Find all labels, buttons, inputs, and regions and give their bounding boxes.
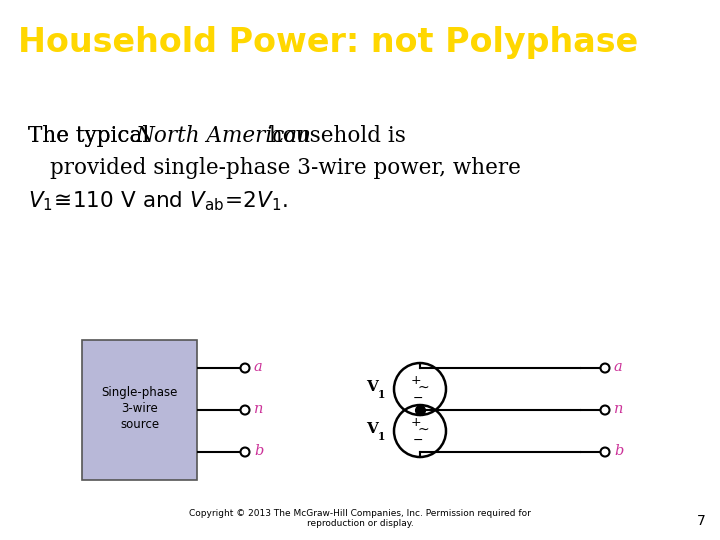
Text: −: − [413,392,423,404]
Text: b: b [254,444,264,458]
Text: North American: North American [135,125,311,147]
Text: n: n [614,402,624,416]
Text: V: V [366,380,378,394]
Text: 3-wire: 3-wire [121,402,158,415]
Text: The typical: The typical [28,125,156,147]
Text: 7: 7 [697,514,706,528]
Text: source: source [120,417,159,430]
Text: Copyright © 2013 The McGraw-Hill Companies, Inc. Permission required for
reprodu: Copyright © 2013 The McGraw-Hill Compani… [189,509,531,528]
Text: b: b [614,444,624,458]
Text: 1: 1 [378,430,385,442]
Text: Single-phase: Single-phase [102,386,178,399]
Text: Household Power: not Polyphase: Household Power: not Polyphase [18,26,638,59]
Text: household is: household is [262,125,406,147]
Text: provided single-phase 3-wire power, where: provided single-phase 3-wire power, wher… [50,157,521,179]
Text: 1: 1 [378,389,385,400]
Bar [82,340,197,480]
Text: $V_1\!\cong\!110\ \mathrm{V\ and\ }V_{\mathrm{ab}}\!=\!2V_1.$: $V_1\!\cong\!110\ \mathrm{V\ and\ }V_{\m… [28,189,288,213]
Text: The typical: The typical [28,125,156,147]
Text: a: a [614,360,623,374]
Text: ~: ~ [417,381,429,395]
Text: −: − [413,434,423,447]
Text: n: n [254,402,264,416]
Text: +: + [410,415,421,429]
Text: ~: ~ [417,423,429,437]
Text: +: + [410,374,421,387]
Text: V: V [366,422,378,436]
Text: a: a [254,360,263,374]
